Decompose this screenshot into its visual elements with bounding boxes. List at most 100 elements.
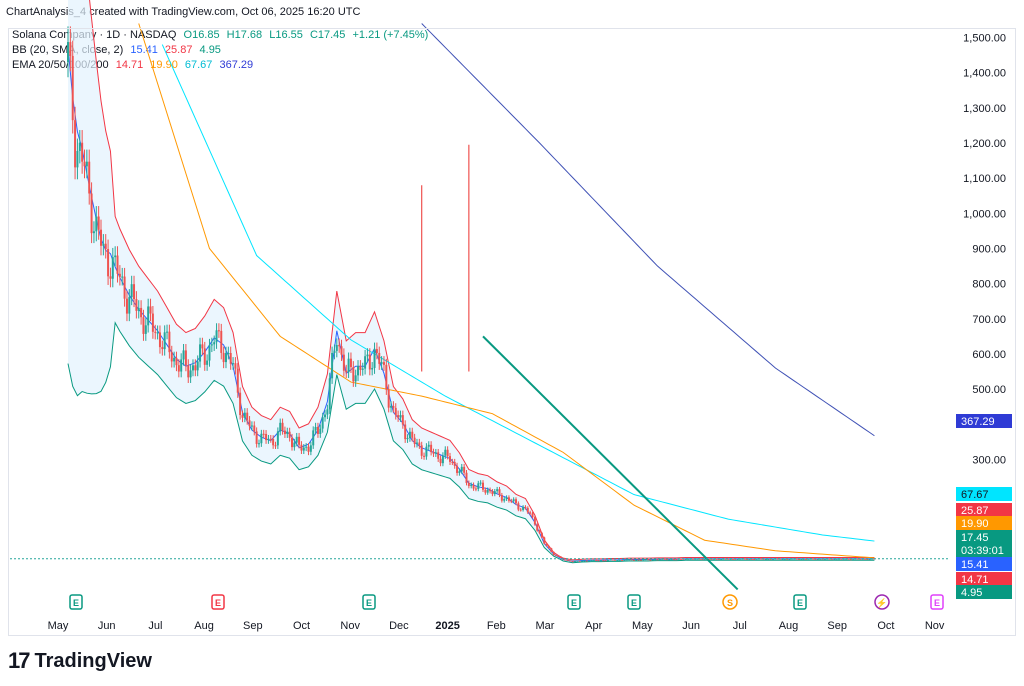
candle xyxy=(715,558,718,560)
ohlc-close: C17.45 xyxy=(309,29,346,41)
candle xyxy=(823,558,826,560)
candle-body xyxy=(451,461,454,463)
candle xyxy=(585,560,588,562)
y-tick-label: 300.00 xyxy=(972,454,1006,466)
candle xyxy=(123,267,126,307)
candle xyxy=(130,275,133,306)
candle xyxy=(675,559,678,561)
candle-body xyxy=(581,560,584,562)
candle xyxy=(125,290,128,322)
candle-body xyxy=(637,559,640,561)
candle xyxy=(276,427,279,449)
x-tick-label: May xyxy=(48,620,69,632)
candle xyxy=(213,335,216,351)
candle xyxy=(333,344,336,360)
candle xyxy=(458,468,461,476)
candle xyxy=(543,536,546,545)
candle xyxy=(97,206,100,240)
candle xyxy=(305,443,308,452)
candle-body xyxy=(182,350,185,360)
candle xyxy=(519,507,522,512)
candle-body xyxy=(665,559,668,561)
candle xyxy=(420,441,423,460)
candle-body xyxy=(215,330,218,343)
x-tick-label: Oct xyxy=(293,620,310,632)
candle xyxy=(206,354,209,371)
price-label: 67.67 xyxy=(956,487,1012,501)
candle-body xyxy=(300,444,303,451)
candle-body xyxy=(602,560,605,562)
candle xyxy=(477,480,480,492)
candle-body xyxy=(493,491,496,495)
candle xyxy=(283,426,286,438)
candle xyxy=(302,444,305,454)
candle-body xyxy=(833,559,836,561)
candle xyxy=(552,551,555,556)
candle-body xyxy=(460,466,463,472)
price-label-bg xyxy=(956,503,1012,517)
candle-body xyxy=(137,307,140,311)
candle xyxy=(807,558,810,560)
candle xyxy=(576,560,579,562)
x-tick-label: Mar xyxy=(536,620,555,632)
candle xyxy=(345,364,348,378)
price-label: 25.87 xyxy=(956,503,1012,517)
candle-body xyxy=(123,276,126,299)
event-marker: E xyxy=(930,594,944,610)
candle xyxy=(819,558,822,560)
candle-body xyxy=(729,558,732,560)
candle xyxy=(691,558,694,560)
candle-body xyxy=(154,331,157,333)
candle-body xyxy=(696,558,699,560)
candle-body xyxy=(797,559,800,561)
candle-body xyxy=(399,415,402,418)
candle xyxy=(175,351,178,372)
candle-body xyxy=(731,558,734,560)
candle xyxy=(104,234,107,259)
candle-body xyxy=(618,559,621,561)
candle xyxy=(321,412,324,433)
candle-body xyxy=(819,558,822,560)
candle xyxy=(654,559,657,561)
candle xyxy=(618,559,621,561)
candle xyxy=(142,309,145,341)
candle xyxy=(548,545,551,549)
candle-body xyxy=(647,559,650,561)
candle-body xyxy=(453,461,456,466)
tradingview-logo-icon: 17 xyxy=(8,648,31,673)
candle-body xyxy=(776,558,779,560)
candle xyxy=(767,558,770,560)
candle-body xyxy=(863,558,866,560)
candle xyxy=(536,523,539,532)
candle-body xyxy=(439,458,442,464)
candle-body xyxy=(795,558,798,560)
candle-body xyxy=(788,558,791,560)
candle xyxy=(357,360,360,382)
candle-body xyxy=(102,243,105,246)
candle xyxy=(234,357,237,375)
candle-body xyxy=(333,350,336,353)
event-box xyxy=(567,594,581,610)
candle-body xyxy=(663,558,666,560)
tradingview-brand: 17 TradingView xyxy=(8,648,152,674)
candle xyxy=(399,410,402,422)
candle-body xyxy=(852,558,855,560)
candle-body xyxy=(694,558,697,560)
candle xyxy=(760,558,763,560)
candle xyxy=(224,346,227,369)
candle-body xyxy=(382,362,385,365)
event-label: E xyxy=(631,598,637,608)
candle xyxy=(592,559,595,561)
candle xyxy=(307,443,310,456)
candle-body xyxy=(512,499,515,502)
candle-body xyxy=(656,559,659,561)
candle xyxy=(604,560,607,562)
candle-body xyxy=(812,558,815,560)
candle xyxy=(291,433,294,451)
candle xyxy=(581,560,584,562)
candle-body xyxy=(496,489,499,492)
candle-body xyxy=(149,306,152,314)
candle xyxy=(507,495,510,503)
candle-body xyxy=(298,436,301,445)
